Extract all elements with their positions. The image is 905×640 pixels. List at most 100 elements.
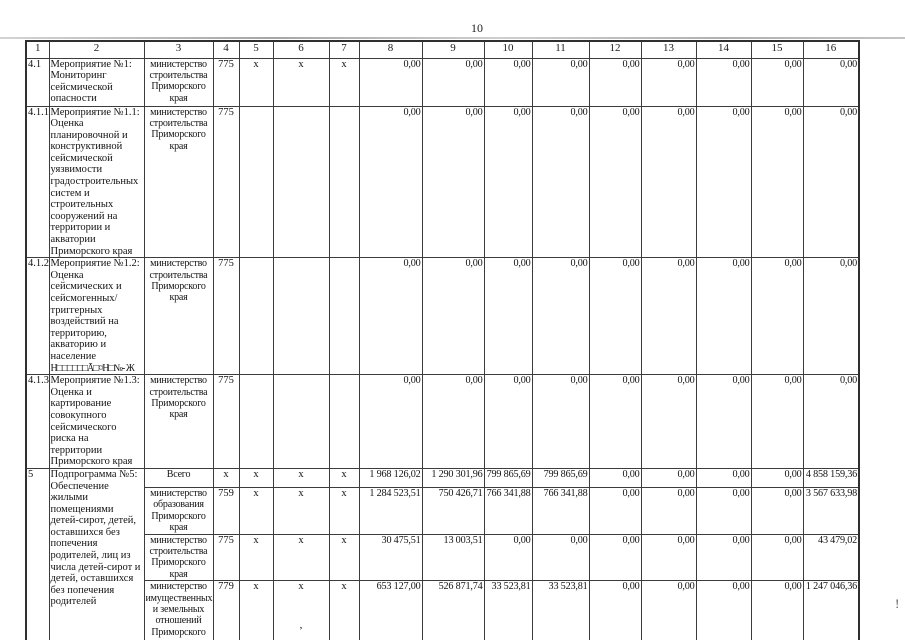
table-row: 4.1.1 Мероприятие №1.1: Оценка планирово… [25, 105, 860, 259]
amount-cell: 0,00 [750, 374, 804, 469]
x-mark-cell: x [238, 486, 274, 535]
amount-cell: 0,00 [750, 57, 804, 107]
amount-cell: 766 341,88 [531, 486, 590, 535]
table-row: 4.1.3 Мероприятие №1.3: Оценка и картиро… [25, 374, 860, 469]
activity-name-cell: Мероприятие №1.2: Оценка сейсмических и … [48, 257, 145, 376]
amount-cell: 0,00 [588, 105, 642, 259]
amount-cell: 0,00 [695, 467, 752, 488]
row-number-cell: 4.1.2 [25, 257, 50, 376]
table-row: министерство имущественных и земельных о… [26, 580, 860, 640]
amount-cell: 30 475,51 [358, 533, 423, 582]
column-header: 7 [328, 40, 360, 59]
executor-cell: министерство строительства Приморского к… [143, 257, 214, 376]
table-row: 4.1.2 Мероприятие №1.2: Оценка сейсмичес… [25, 257, 860, 376]
amount-cell: 1 247 046,36 [802, 580, 860, 640]
amount-cell: 0,00 [588, 533, 642, 582]
amount-cell: 799 865,69 [483, 467, 533, 488]
amount-cell: 526 871,74 [421, 580, 485, 640]
amount-cell: 0,00 [531, 57, 590, 107]
x-mark-cell: x [272, 533, 330, 582]
amount-cell: 0,00 [531, 374, 590, 469]
amount-cell: 0,00 [588, 580, 642, 640]
x-mark-cell [328, 257, 360, 376]
row-number-cell: 4.1 [25, 57, 50, 107]
table-header-row: 1 2 3 4 5 6 7 8 9 10 11 12 13 14 15 16 [25, 40, 860, 59]
amount-cell: 1 290 301,96 [421, 467, 485, 488]
x-mark-cell: x [238, 533, 274, 582]
amount-cell: 0,00 [802, 374, 860, 469]
amount-cell: 766 341,88 [483, 486, 533, 535]
x-mark-cell [272, 257, 330, 376]
table-row: министерство образования Приморского кра… [26, 486, 860, 535]
column-header: 6 [272, 40, 330, 59]
budget-code-cell: 775 [212, 57, 240, 107]
executor-cell: Всего [143, 467, 214, 488]
column-header: 11 [531, 40, 590, 59]
amount-cell: 653 127,00 [358, 580, 423, 640]
column-header: 16 [802, 40, 860, 59]
budget-code-cell: 759 [212, 486, 240, 535]
activity-name-cell: Мероприятие №1.1: Оценка планировочной и… [48, 105, 145, 259]
amount-cell: 0,00 [358, 374, 423, 469]
x-mark-cell: x [328, 580, 360, 640]
amount-cell: 3 567 633,98 [802, 486, 860, 535]
x-mark-cell: x [272, 57, 330, 107]
amount-cell: 0,00 [588, 257, 642, 376]
budget-table: 1 2 3 4 5 6 7 8 9 10 11 12 13 14 15 16 4… [25, 40, 860, 640]
amount-cell: 0,00 [695, 533, 752, 582]
amount-cell: 0,00 [588, 467, 642, 488]
executor-cell: министерство имущественных и земельных о… [143, 580, 214, 640]
column-header: 1 [25, 40, 50, 59]
margin-exclamation-mark: ! [895, 596, 900, 611]
amount-cell: 0,00 [750, 486, 804, 535]
row-number-cell: 4.1.3 [25, 374, 50, 469]
column-header: 8 [358, 40, 423, 59]
amount-cell: 13 003,51 [421, 533, 485, 582]
column-header: 4 [212, 40, 240, 59]
x-mark-text: x [298, 581, 304, 593]
amount-cell: 0,00 [483, 57, 533, 107]
amount-cell: 0,00 [421, 374, 485, 469]
column-header: 2 [48, 40, 145, 59]
amount-cell: 0,00 [421, 57, 485, 107]
column-header: 15 [750, 40, 804, 59]
column-header: 13 [640, 40, 697, 59]
amount-cell: 0,00 [358, 57, 423, 107]
amount-cell: 0,00 [750, 533, 804, 582]
amount-cell: 0,00 [640, 467, 697, 488]
activity-name-text: Мероприятие №1.2: Оценка сейсмических и … [50, 258, 140, 362]
x-mark-cell: x [238, 57, 274, 107]
x-mark-cell: x [238, 467, 274, 488]
amount-cell: 33 523,81 [483, 580, 533, 640]
amount-cell: 0,00 [421, 105, 485, 259]
amount-cell: 0,00 [483, 374, 533, 469]
budget-code-cell: 775 [212, 105, 240, 259]
amount-cell: 0,00 [640, 580, 697, 640]
executor-cell: министерство строительства Приморского к… [143, 57, 214, 107]
x-mark-cell [272, 105, 330, 259]
x-mark-cell [328, 374, 360, 469]
page-number: 10 [471, 21, 483, 35]
row-number-cell: 5 [25, 467, 50, 640]
budget-code-cell: 779 [212, 580, 240, 640]
scan-stray-mark: , [299, 619, 303, 632]
amount-cell: 0,00 [695, 486, 752, 535]
amount-cell: 4 858 159,36 [802, 467, 860, 488]
amount-cell: 0,00 [802, 57, 860, 107]
activity-name-cell: Мероприятие №1: Мониторинг сейсмической … [48, 57, 145, 107]
column-header: 9 [421, 40, 485, 59]
amount-cell: 0,00 [421, 257, 485, 376]
amount-cell: 1 284 523,51 [358, 486, 423, 535]
amount-cell: 0,00 [750, 467, 804, 488]
amount-cell: 0,00 [750, 257, 804, 376]
amount-cell: 0,00 [588, 374, 642, 469]
amount-cell: 0,00 [802, 257, 860, 376]
amount-cell: 0,00 [695, 257, 752, 376]
executor-cell: министерство строительства Приморского к… [143, 105, 214, 259]
amount-cell: 0,00 [640, 257, 697, 376]
row-number-cell: 4.1.1 [25, 105, 50, 259]
budget-code-cell: 775 [212, 374, 240, 469]
x-mark-cell [238, 257, 274, 376]
amount-cell: 0,00 [358, 105, 423, 259]
executor-cell: министерство образования Приморского кра… [143, 486, 214, 535]
